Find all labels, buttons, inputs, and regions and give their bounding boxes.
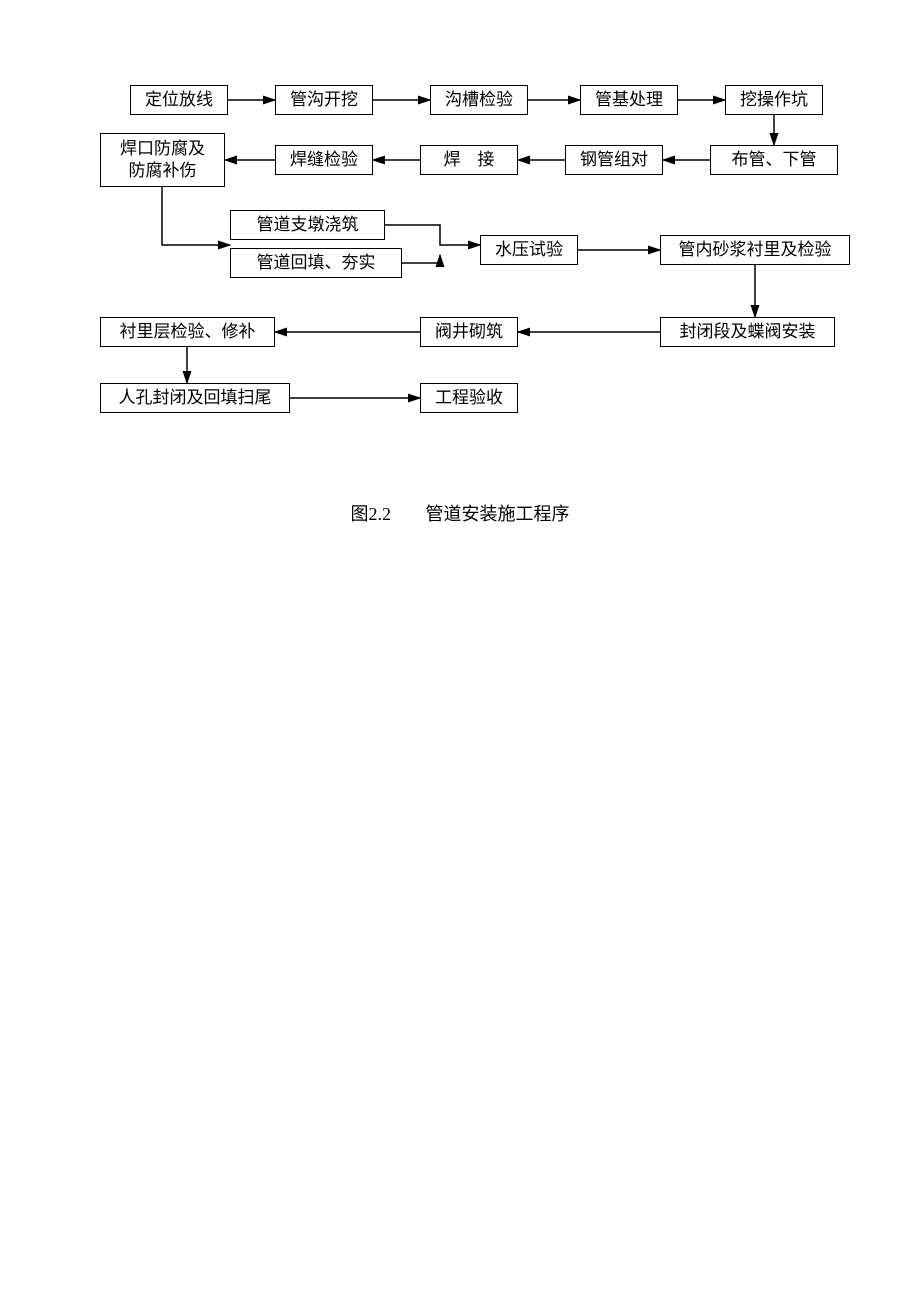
flowchart-node-n2: 管沟开挖 [275, 85, 373, 115]
flowchart-node-n10: 焊口防腐及 防腐补伤 [100, 133, 225, 187]
flowchart-node-n5: 挖操作坑 [725, 85, 823, 115]
flowchart-node-n8: 焊 接 [420, 145, 518, 175]
flowchart-node-n9: 焊缝检验 [275, 145, 373, 175]
flowchart-edge [385, 225, 480, 245]
flowchart-node-n3: 沟槽检验 [430, 85, 528, 115]
flowchart-node-n13: 水压试验 [480, 235, 578, 265]
caption-number: 图2.2 [351, 504, 392, 524]
flowchart-node-n1: 定位放线 [130, 85, 228, 115]
flowchart-node-n14: 管内砂浆衬里及检验 [660, 235, 850, 265]
flowchart-node-n17: 衬里层检验、修补 [100, 317, 275, 347]
flowchart-node-n7: 钢管组对 [565, 145, 663, 175]
flowchart-node-n6: 布管、下管 [710, 145, 838, 175]
figure-caption: 图2.2 管道安装施工程序 [0, 500, 920, 526]
flowchart-node-n4: 管基处理 [580, 85, 678, 115]
flowchart-node-n15: 封闭段及蝶阀安装 [660, 317, 835, 347]
flowchart-edge [162, 187, 230, 245]
flowchart-node-n18: 人孔封闭及回填扫尾 [100, 383, 290, 413]
flowchart-node-n11: 管道支墩浇筑 [230, 210, 385, 240]
flowchart-edge [402, 255, 440, 263]
flowchart: 定位放线 管沟开挖 沟槽检验 管基处理 挖操作坑布管、下管 钢管组对 焊 接 焊缝检验 焊口防腐… [100, 85, 860, 435]
flowchart-node-n12: 管道回填、夯实 [230, 248, 402, 278]
flowchart-node-n16: 阀井砌筑 [420, 317, 518, 347]
caption-title: 管道安装施工程序 [426, 504, 570, 524]
flowchart-node-n19: 工程验收 [420, 383, 518, 413]
